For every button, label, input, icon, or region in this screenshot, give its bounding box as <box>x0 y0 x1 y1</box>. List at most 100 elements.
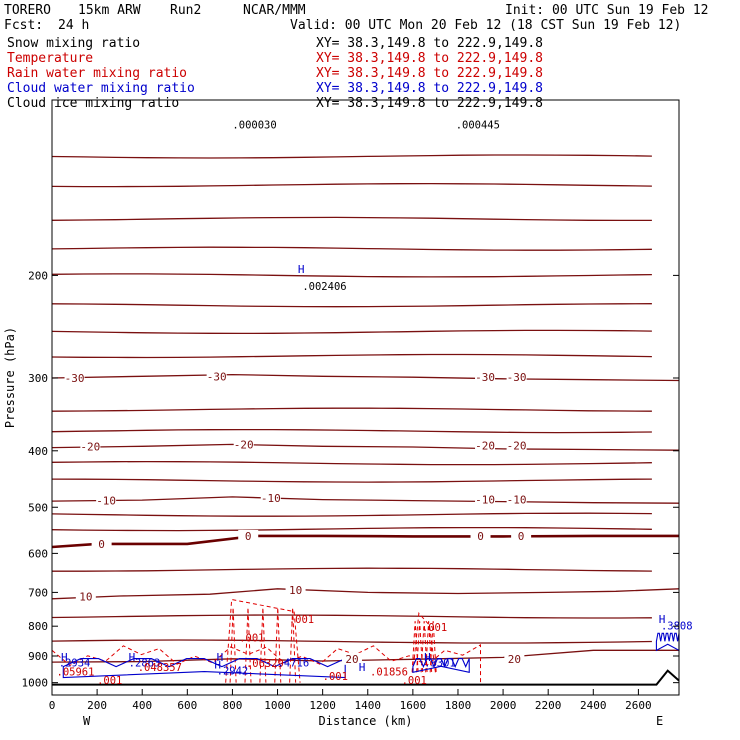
temperature-contour-10 <box>51 588 680 600</box>
temperature-label: 0 <box>245 530 252 543</box>
temperature-contour <box>51 526 652 532</box>
west-label: W <box>83 714 91 728</box>
value-label: .3301 <box>424 657 456 669</box>
header-forecast-hours: 24 h <box>58 18 89 33</box>
header-forecast-label: Fcst: <box>4 18 43 33</box>
max-marker-H: H <box>129 651 136 664</box>
value-label: .000445 <box>456 120 500 132</box>
max-marker-H: H <box>298 263 305 276</box>
cloud-water-cell <box>655 632 680 652</box>
y-axis-label: Pressure (hPa) <box>3 327 17 428</box>
max-marker-H: H <box>61 651 68 664</box>
x-tick-label: 200 <box>87 699 107 712</box>
temperature-label: -30 <box>207 370 227 383</box>
temperature-label: -20 <box>475 440 495 453</box>
temperature-contour <box>51 639 652 644</box>
temperature-contour <box>51 182 652 188</box>
rain-cell-plume <box>425 621 433 673</box>
temperature-contour--10 <box>51 496 680 504</box>
temp-label-bg <box>260 491 281 504</box>
value-label: .002406 <box>302 281 346 293</box>
x-tick-label: 2200 <box>535 699 562 712</box>
east-label: E <box>656 714 663 728</box>
y-tick-label: 1000 <box>22 677 49 690</box>
y-tick-label: 600 <box>28 547 48 560</box>
temperature-contour <box>51 246 652 251</box>
x-tick-label: 600 <box>177 699 197 712</box>
value-label: .001 <box>97 675 122 687</box>
x-tick-label: 1400 <box>355 699 382 712</box>
temp-label-bg <box>504 652 525 665</box>
value-label: .001 <box>239 633 264 645</box>
field-name: Rain water mixing ratio <box>7 66 187 81</box>
value-label: .4716 <box>278 657 310 669</box>
temperature-label: -20 <box>80 440 100 453</box>
temp-label-bg <box>75 590 96 603</box>
temperature-label: 10 <box>289 584 302 597</box>
value-label: .06329 <box>246 658 284 670</box>
y-tick-label: 900 <box>28 650 48 663</box>
x-tick-label: 2600 <box>625 699 652 712</box>
rain-cell-plume <box>420 621 428 673</box>
temp-label-bg <box>506 371 527 384</box>
temp-label-bg <box>470 529 491 542</box>
y-tick-label: 300 <box>28 372 48 385</box>
y-tick-label: 200 <box>28 269 48 282</box>
y-tick-label: 700 <box>28 586 48 599</box>
temp-label-bg <box>506 439 527 452</box>
value-label: .2863 <box>129 657 161 669</box>
temperature-label: 0 <box>98 538 105 551</box>
field-xy: XY= 38.3,149.8 to 222.9,149.8 <box>316 96 543 111</box>
value-label: .2942 <box>217 665 249 677</box>
max-marker-H: H <box>659 613 666 626</box>
field-xy: XY= 38.3,149.8 to 222.9,149.8 <box>316 66 543 81</box>
temperature-contour <box>51 614 652 619</box>
temperature-contour <box>52 567 652 572</box>
header-model: TORERO <box>4 3 51 18</box>
temp-label-bg <box>96 494 117 507</box>
x-tick-label: 2000 <box>490 699 517 712</box>
temperature-label: -30 <box>475 371 495 384</box>
field-name: Cloud water mixing ratio <box>7 81 195 96</box>
temp-label-bg <box>238 529 259 542</box>
header-valid: Valid: 00 UTC Mon 20 Feb 12 (18 CST Sun … <box>290 18 681 33</box>
temperature-contour <box>51 512 652 517</box>
value-label: .001 <box>323 671 348 683</box>
temperature-contour-0 <box>51 534 679 549</box>
rain-cell-plume <box>416 621 424 673</box>
ground-line <box>52 669 680 686</box>
temp-label-bg <box>475 493 496 506</box>
x-tick-label: 800 <box>222 699 242 712</box>
temperature-contour--30 <box>51 373 680 382</box>
temp-label-bg <box>341 652 362 665</box>
header-source: NCAR/MMM <box>243 3 306 18</box>
temp-label-bg <box>206 370 227 383</box>
temp-label-bg <box>475 371 496 384</box>
temperature-contour <box>51 329 652 335</box>
temperature-contour <box>51 428 652 434</box>
temp-label-bg <box>475 439 496 452</box>
value-label: .048357 <box>138 662 182 674</box>
x-tick-label: 0 <box>49 699 56 712</box>
temperature-label: 0 <box>477 530 484 543</box>
field-name: Cloud ice mixing ratio <box>7 96 179 111</box>
header-init: Init: 00 UTC Sun 19 Feb 12 <box>505 3 709 18</box>
temperature-label: -30 <box>507 371 527 384</box>
value-label: .000030 <box>232 120 276 132</box>
value-label: .01856 <box>370 667 408 679</box>
x-tick-label: 1800 <box>445 699 472 712</box>
temp-label-bg <box>233 438 254 451</box>
max-marker-H: H <box>424 651 431 664</box>
max-marker-H: H <box>359 661 366 674</box>
value-label: .001 <box>402 675 427 687</box>
x-tick-label: 400 <box>132 699 152 712</box>
field-name: Snow mixing ratio <box>7 36 140 51</box>
temperature-contour--20 <box>51 443 680 451</box>
value-label: .05961 <box>57 667 95 679</box>
temp-label-bg <box>91 537 112 550</box>
temperature-label: 10 <box>79 591 92 604</box>
temperature-label: -20 <box>507 440 527 453</box>
x-tick-label: 1600 <box>400 699 427 712</box>
temperature-contour <box>51 154 652 159</box>
value-label: .001 <box>289 614 314 626</box>
